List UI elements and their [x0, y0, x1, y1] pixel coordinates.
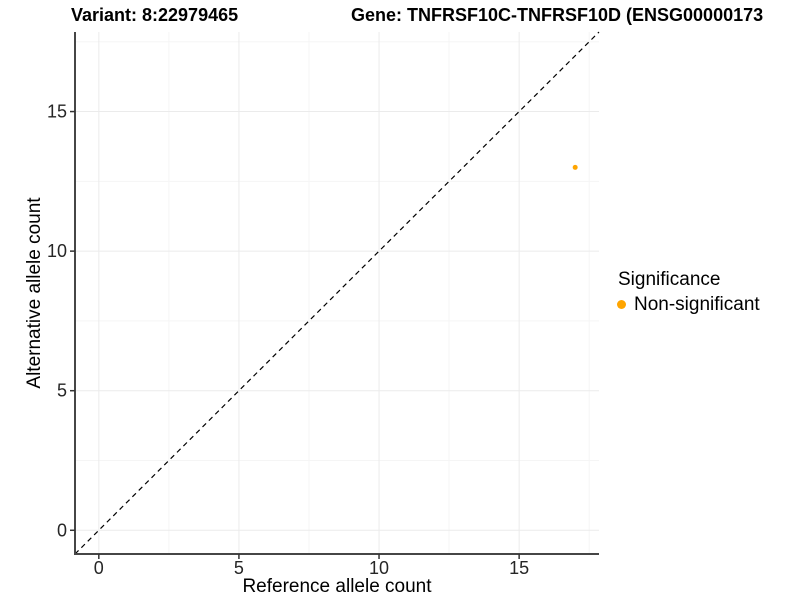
legend-point-icon	[617, 300, 626, 309]
legend: Significance Non-significant	[613, 268, 760, 316]
plot-title-variant: Variant: 8:22979465	[71, 5, 239, 25]
y-tick-label: 5	[57, 381, 67, 401]
x-tick-label: 0	[94, 558, 104, 578]
plot-title-gene: Gene: TNFRSF10C-TNFRSF10D (ENSG00000173	[351, 5, 764, 25]
x-axis-title: Reference allele count	[242, 576, 432, 597]
y-axis-title: Alternative allele count	[24, 197, 45, 389]
x-tick-label: 15	[509, 558, 529, 578]
x-tick-label: 5	[234, 558, 244, 578]
legend-item-label: Non-significant	[634, 294, 760, 315]
y-tick-label: 15	[47, 102, 67, 122]
legend-item: Non-significant	[613, 293, 760, 316]
y-tick-label: 10	[47, 241, 67, 261]
legend-title: Significance	[618, 269, 721, 290]
data-point	[572, 164, 578, 170]
x-tick-label: 10	[369, 558, 389, 578]
y-tick-label: 0	[57, 520, 67, 540]
identity-line	[74, 31, 600, 555]
